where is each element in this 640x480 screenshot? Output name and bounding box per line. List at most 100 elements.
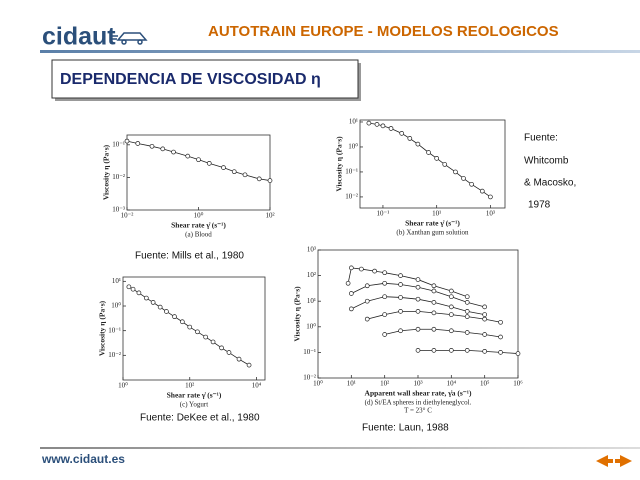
x-tick-label: 10⁴ <box>252 382 262 390</box>
x-tick-label: 10¹ <box>432 210 441 218</box>
data-point <box>382 280 388 286</box>
data-point <box>398 273 403 278</box>
data-point <box>482 304 488 310</box>
x-axis-label: Apparent wall shear rate, γ̇a (s⁻¹) <box>365 389 472 398</box>
x-tick-label: 10² <box>185 382 194 390</box>
data-point <box>448 288 454 294</box>
x-tick-label: 10⁶ <box>513 380 523 388</box>
data-point <box>126 284 132 290</box>
source: Fuente: Mills et al., 1980 <box>135 251 244 262</box>
data-point <box>171 149 176 155</box>
data-point <box>398 295 403 300</box>
data-point <box>415 296 421 302</box>
y-tick-label: 10⁻¹ <box>112 140 125 148</box>
data-point <box>172 314 177 320</box>
data-point <box>348 291 354 296</box>
data-point <box>221 165 226 170</box>
footer-rule <box>40 447 640 449</box>
y-tick-label: 10⁻¹ <box>303 348 316 356</box>
data-point <box>364 298 370 304</box>
data-point <box>226 350 232 355</box>
data-point <box>236 356 242 362</box>
caption: (b) Xanthan gum solution <box>396 229 469 237</box>
data-point <box>434 155 440 161</box>
data-point <box>382 270 388 276</box>
data-point <box>448 304 454 310</box>
y-tick-label: 10⁻¹ <box>108 326 121 334</box>
data-point <box>157 304 163 310</box>
x-tick-label: 10² <box>265 212 274 220</box>
next-arrow[interactable] <box>615 455 632 467</box>
data-point <box>464 294 470 300</box>
y-axis-label: Viscosity η (Pa·s) <box>98 300 107 356</box>
data-point <box>469 181 474 187</box>
y-tick-label: 10⁻² <box>303 374 316 382</box>
data-point <box>415 141 421 147</box>
x-tick-label: 10³ <box>413 380 422 388</box>
x-axis-label: Shear rate γ̇ (s⁻¹) <box>171 221 226 230</box>
y-tick-label: 10⁰ <box>306 322 316 330</box>
data-point <box>382 312 388 317</box>
x-tick-label: 10⁰ <box>194 212 204 220</box>
nav-arrows[interactable] <box>596 455 632 467</box>
data-point <box>431 326 437 332</box>
data-point <box>136 290 142 296</box>
data-point <box>431 310 437 316</box>
y-tick-label: 10⁻¹ <box>345 168 358 176</box>
y-axis-label: Viscosity η (Pa·s) <box>335 136 344 192</box>
data-point <box>398 282 403 287</box>
data-point <box>431 283 437 289</box>
y-tick-label: 10¹ <box>112 277 121 285</box>
y-tick-label: 10⁰ <box>348 143 358 151</box>
slide-title: DEPENDENCIA DE VISCOSIDAD η <box>60 71 321 88</box>
footer-url: www.cidaut.es <box>41 452 125 466</box>
data-point <box>348 306 354 312</box>
data-point <box>407 136 413 141</box>
data-point <box>267 178 273 183</box>
data-point <box>415 277 421 282</box>
logo-car <box>110 32 148 45</box>
x-axis-label: Shear rate γ̇ (s⁻¹) <box>405 219 460 228</box>
data-point <box>382 294 388 300</box>
data-point <box>345 280 351 286</box>
data-point <box>195 329 200 335</box>
header-title: AUTOTRAIN EUROPE - MODELOS REOLOGICOS <box>208 23 559 40</box>
data-point <box>130 286 136 292</box>
data-point <box>464 348 470 353</box>
data-point <box>515 351 521 356</box>
data-point <box>135 141 141 146</box>
y-tick-label: 10¹ <box>307 297 316 305</box>
data-point <box>498 319 503 325</box>
y-tick-label: 10¹ <box>349 118 358 126</box>
data-point <box>415 309 421 314</box>
x-tick-label: 10⁰ <box>118 382 128 390</box>
data-point <box>203 334 209 340</box>
data-point <box>464 330 470 335</box>
data-point <box>426 150 431 155</box>
data-point <box>448 328 454 334</box>
data-point <box>488 194 493 200</box>
source: Fuente: DeKee et al., 1980 <box>140 413 260 424</box>
data-point <box>464 309 470 314</box>
data-point <box>482 348 488 354</box>
data-point <box>124 138 130 144</box>
x-tick-label: 10⁻¹ <box>377 210 390 218</box>
data-point <box>231 169 237 175</box>
data-point <box>164 309 169 314</box>
y-tick-label: 10³ <box>307 246 316 254</box>
y-tick-label: 10⁻² <box>112 173 125 181</box>
source: 1978 <box>528 200 551 211</box>
x-axis-label: Shear rate γ̇ (s⁻¹) <box>167 391 222 400</box>
data-point <box>242 172 248 178</box>
x-tick-label: 10⁻² <box>121 212 134 220</box>
y-tick-label: 10⁻³ <box>112 206 125 214</box>
prev-arrow[interactable] <box>596 455 613 467</box>
caption: (c) Yogurt <box>180 401 208 409</box>
data-point <box>364 316 370 322</box>
data-point <box>246 362 252 368</box>
y-tick-label: 10⁻² <box>108 351 121 359</box>
data-point <box>149 143 155 149</box>
data-point <box>348 265 354 271</box>
data-point <box>364 283 370 289</box>
data-point <box>187 324 193 330</box>
